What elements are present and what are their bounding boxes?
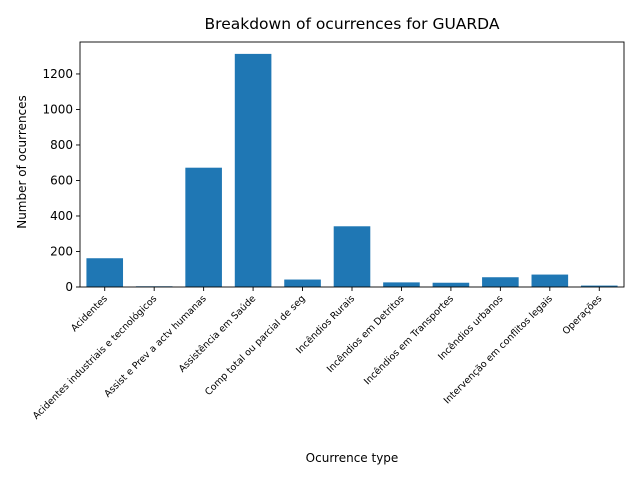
bar bbox=[432, 282, 470, 287]
bars-group bbox=[86, 53, 618, 287]
y-tick-label: 1200 bbox=[42, 67, 73, 81]
plot-frame bbox=[79, 41, 625, 288]
x-tick-label: Operações bbox=[561, 293, 605, 337]
bar bbox=[383, 282, 420, 287]
y-tick-label: 1000 bbox=[42, 102, 73, 116]
bar bbox=[234, 53, 272, 287]
y-tick-label: 400 bbox=[50, 209, 73, 223]
bar bbox=[284, 279, 321, 287]
y-axis: 0 200 400 600 800 1000 1200 bbox=[42, 67, 80, 294]
y-tick-label: 800 bbox=[50, 138, 73, 152]
x-tick-label: Comp total ou parcial de seg bbox=[203, 293, 308, 398]
x-tick-label: Incêndios em Transportes bbox=[362, 293, 456, 387]
y-tick-label: 0 bbox=[65, 280, 73, 294]
x-tick-label: Intervenção em conflitos legais bbox=[442, 293, 555, 406]
y-tick-label: 200 bbox=[50, 244, 73, 258]
x-tick-label: Acidentes bbox=[69, 293, 110, 334]
x-tick-label: Assist e Prev a actv humanas bbox=[102, 293, 208, 399]
bar bbox=[580, 285, 618, 287]
y-axis-label: Number of ocurrences bbox=[15, 95, 29, 229]
chart-title: Breakdown of ocurrences for GUARDA bbox=[205, 15, 500, 33]
bar bbox=[531, 274, 569, 287]
bar bbox=[86, 258, 124, 287]
y-tick-label: 600 bbox=[50, 173, 73, 187]
x-axis-label: Ocurrence type bbox=[306, 451, 399, 465]
bar bbox=[185, 167, 222, 287]
bar bbox=[482, 277, 519, 287]
bar bbox=[333, 226, 371, 287]
